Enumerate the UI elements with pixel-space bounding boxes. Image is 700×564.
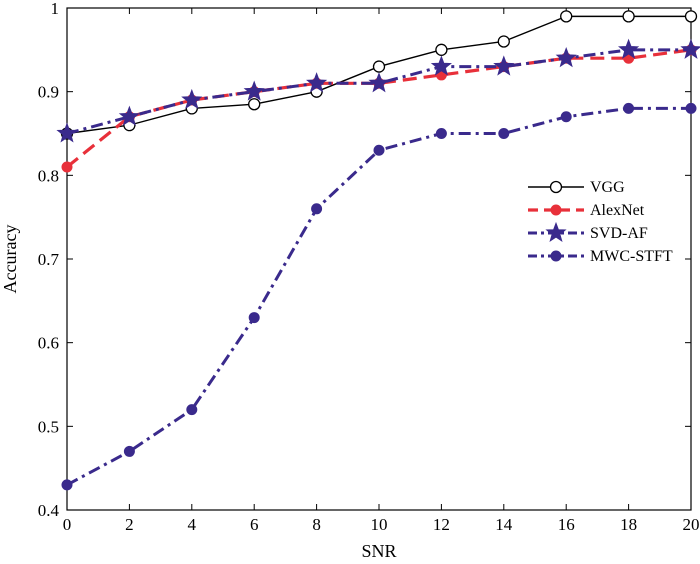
y-tick-label: 1 [51, 0, 60, 18]
x-tick-label: 12 [433, 515, 450, 534]
y-tick-label: 0.5 [38, 417, 59, 436]
data-point-mwc-stft [123, 445, 135, 457]
y-axis-title: Accuracy [0, 225, 20, 294]
data-point-svd-af [56, 122, 78, 143]
legend-marker-svd-af [545, 221, 567, 243]
x-tick-label: 18 [620, 515, 637, 534]
axis-ticks: 0 2 4 6 8 10 12 14 16 18 20 0.4 0.5 0.6 0.7 0.8 0.9 1 [38, 0, 700, 534]
x-tick-label: 4 [188, 515, 197, 534]
data-point-vgg [622, 10, 635, 23]
series-mwc-stft [61, 102, 697, 491]
legend-marker-mwc-stft [550, 250, 562, 262]
data-point-svd-af [118, 105, 140, 126]
x-tick-label: 20 [683, 515, 700, 534]
series-group [56, 10, 700, 491]
x-tick-label: 8 [312, 515, 321, 534]
data-point-mwc-stft [311, 203, 323, 215]
data-point-mwc-stft [186, 404, 198, 416]
series-svd-af [56, 38, 700, 143]
data-point-mwc-stft [623, 102, 635, 114]
data-point-vgg [435, 43, 448, 56]
data-point-vgg [560, 10, 573, 23]
legend-label-mwc-stft: MWC-STFT [590, 248, 673, 265]
legend-marker-alexnet [550, 204, 562, 216]
y-tick-label: 0.6 [38, 334, 59, 353]
data-point-svd-af [493, 55, 515, 76]
x-tick-label: 10 [371, 515, 388, 534]
data-point-svd-af [243, 80, 265, 101]
data-point-mwc-stft [498, 128, 510, 139]
data-point-svd-af [306, 72, 328, 93]
data-point-svd-af [555, 47, 577, 68]
y-tick-label: 0.8 [38, 166, 59, 185]
x-tick-label: 16 [558, 515, 575, 534]
x-tick-label: 2 [125, 515, 134, 534]
x-tick-label: 6 [250, 515, 259, 534]
data-point-mwc-stft [373, 144, 385, 156]
y-tick-label: 0.7 [38, 250, 60, 269]
series-line-mwc-stft [66, 106, 691, 487]
data-point-vgg [372, 60, 386, 73]
y-tick-label: 0.9 [38, 83, 59, 102]
legend-label-svd-af: SVD-AF [590, 225, 648, 242]
data-point-svd-af [618, 38, 640, 59]
x-tick-label: 14 [495, 515, 513, 534]
x-axis-title: SNR [361, 541, 396, 561]
data-point-mwc-stft [248, 312, 260, 324]
data-point-mwc-stft [61, 479, 73, 491]
data-point-svd-af [368, 72, 390, 93]
data-point-mwc-stft [560, 111, 572, 123]
legend-marker-vgg [549, 180, 563, 194]
data-point-mwc-stft [435, 128, 447, 139]
legend: VGG AlexNet SVD-AF MWC-STFT [528, 179, 673, 265]
legend-label-vgg: VGG [590, 179, 625, 196]
y-tick-label: 0.4 [38, 501, 60, 520]
data-point-alexnet [61, 161, 73, 173]
data-point-vgg [248, 98, 261, 111]
x-tick-label: 0 [63, 515, 72, 534]
data-point-svd-af [430, 55, 452, 76]
data-point-vgg [684, 10, 698, 23]
data-point-mwc-stft [685, 102, 697, 114]
data-point-svd-af [181, 88, 203, 110]
data-point-svd-af [680, 38, 700, 59]
data-point-vgg [497, 35, 510, 48]
legend-label-alexnet: AlexNet [590, 202, 645, 219]
